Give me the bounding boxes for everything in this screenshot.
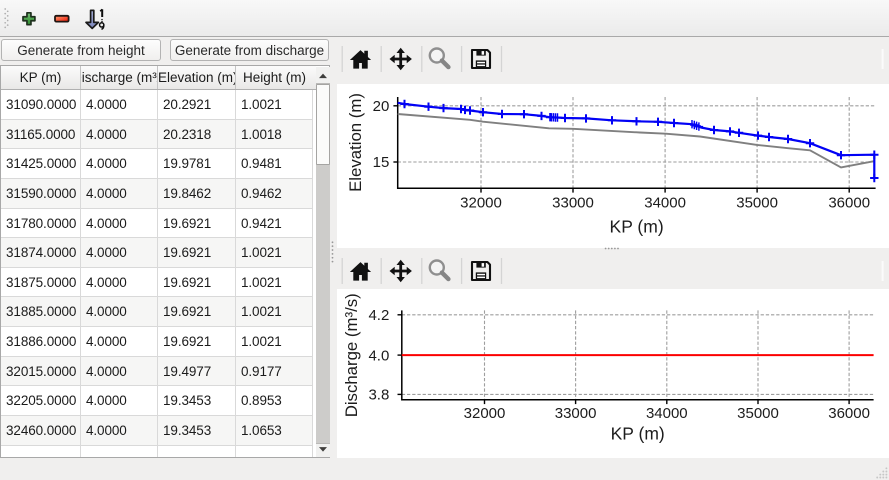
svg-text:3.8: 3.8 [368, 387, 389, 404]
svg-text:36000: 36000 [828, 405, 870, 422]
svg-text:33000: 33000 [552, 195, 594, 212]
svg-text:4.2: 4.2 [368, 307, 389, 324]
svg-text:KP (m): KP (m) [611, 423, 665, 443]
svg-text:20: 20 [373, 98, 390, 115]
svg-text:36000: 36000 [828, 195, 870, 212]
svg-text:35000: 35000 [737, 405, 779, 422]
svg-text:33000: 33000 [555, 405, 597, 422]
svg-text:Discharge (m³/s): Discharge (m³/s) [342, 293, 361, 417]
svg-text:35000: 35000 [736, 195, 778, 212]
svg-text:KP (m): KP (m) [610, 216, 664, 236]
svg-text:Elevation (m): Elevation (m) [346, 93, 365, 192]
svg-text:32000: 32000 [460, 195, 502, 212]
svg-text:34000: 34000 [644, 195, 686, 212]
svg-text:32000: 32000 [464, 405, 506, 422]
svg-text:4.0: 4.0 [368, 347, 389, 364]
svg-text:34000: 34000 [646, 405, 688, 422]
svg-text:15: 15 [373, 154, 390, 171]
